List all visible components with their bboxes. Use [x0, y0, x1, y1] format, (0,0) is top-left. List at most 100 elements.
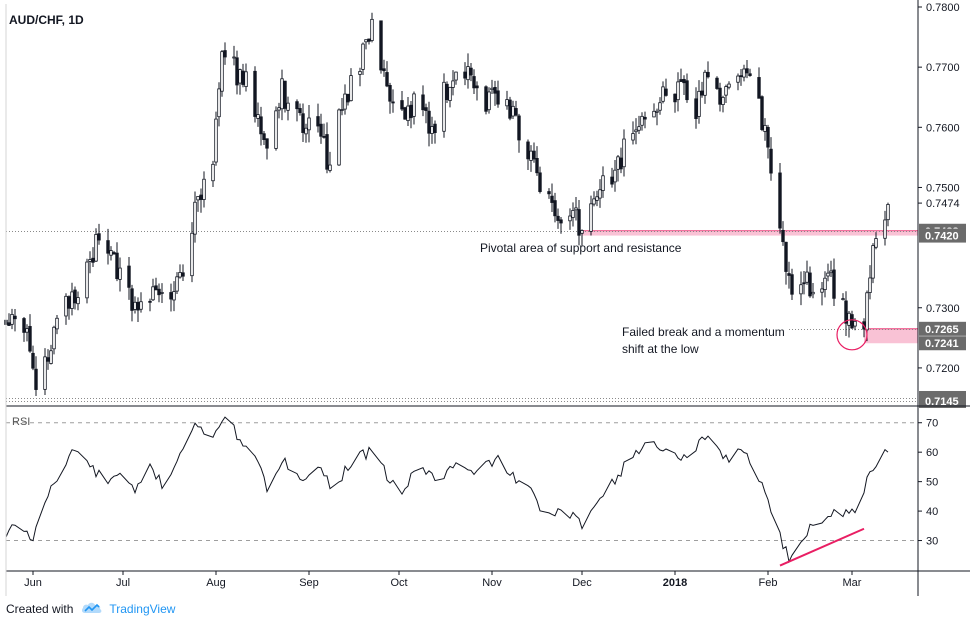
time-tick-label-9: Mar: [843, 577, 862, 589]
candle-body-50: [214, 118, 218, 163]
candle-body-116: [490, 87, 494, 91]
candle-body-75: [319, 123, 323, 137]
candle-body-23: [97, 233, 101, 241]
candle-body-145: [613, 169, 617, 183]
candle-body-138: [580, 230, 584, 234]
candle-body-133: [559, 219, 563, 224]
candle-body-147: [619, 157, 623, 170]
candle-body-26: [112, 252, 116, 255]
candle-body-184: [778, 172, 782, 229]
candle-body-173: [727, 83, 731, 88]
tradingview-cloud-icon[interactable]: [81, 601, 103, 618]
candle-body-110: [466, 66, 470, 81]
candle-body-131: [553, 200, 557, 217]
candle-body-117: [493, 87, 497, 94]
candle-body-18: [76, 297, 80, 305]
candle-body-154: [652, 110, 656, 118]
candle-body-12: [52, 326, 56, 350]
candle-body-189: [799, 284, 803, 295]
candle-body-27: [115, 252, 119, 280]
candle-body-206: [868, 277, 872, 293]
candle-body-174: [736, 75, 740, 83]
candle-body-140: [592, 198, 596, 205]
candle-body-56: [238, 69, 242, 84]
candle-body-186: [784, 241, 788, 272]
candle-body-156: [658, 102, 662, 111]
candle-body-175: [739, 75, 743, 78]
candle-body-160: [676, 81, 680, 101]
candle-body-130: [550, 195, 554, 203]
candle-body-8: [34, 368, 38, 390]
time-tick-label-2: Aug: [206, 577, 226, 589]
candle-body-57: [241, 70, 245, 85]
candle-body-54: [232, 56, 236, 59]
candle-body-108: [454, 71, 458, 81]
candle-body-35: [151, 286, 155, 301]
candle-body-112: [472, 76, 476, 89]
candle-body-176: [742, 68, 746, 78]
annotation-0: Pivotal area of support and resistance: [480, 241, 682, 255]
price-label-bg-6: [919, 393, 966, 408]
failed-break-circle: [836, 319, 868, 351]
candle-body-149: [631, 133, 635, 141]
candle-body-151: [637, 126, 641, 131]
candle-body-104: [442, 81, 446, 132]
candle-body-115: [487, 91, 491, 111]
candle-body-9: [43, 356, 47, 390]
candle-body-134: [568, 215, 572, 222]
candle-body-71: [301, 113, 305, 133]
candle-body-83: [349, 75, 353, 102]
candle-body-125: [529, 150, 533, 161]
candle-body-103: [433, 123, 437, 134]
candle-body-193: [811, 291, 815, 295]
rsi-tick-label-2: 50: [926, 477, 938, 489]
candle-body-37: [157, 288, 161, 296]
candle-body-63: [265, 138, 269, 149]
candle-body-121: [511, 105, 515, 117]
candle-body-86: [364, 39, 368, 43]
candle-body-136: [574, 207, 578, 211]
candle-body-195: [823, 277, 827, 290]
candle-body-2: [10, 314, 14, 325]
candle-body-58: [244, 71, 248, 87]
candle-body-29: [127, 265, 131, 288]
candle-body-84: [358, 71, 362, 75]
candle-body-158: [664, 88, 668, 96]
price-tick-label-5: 0.7800: [926, 2, 960, 14]
candle-body-123: [517, 115, 521, 141]
candle-body-6: [28, 326, 32, 352]
candle-body-5: [25, 328, 29, 333]
candle-body-17: [73, 289, 77, 304]
candle-body-210: [886, 204, 890, 221]
candle-body-171: [721, 96, 725, 106]
candle-body-153: [643, 116, 647, 120]
candle-body-203: [853, 320, 857, 327]
chart-title: AUD/CHF, 1D: [9, 13, 84, 27]
candle-body-70: [298, 108, 302, 114]
candle-body-45: [193, 201, 197, 235]
candle-body-24: [106, 240, 110, 254]
price-label-3: 0.7265: [925, 324, 959, 336]
rsi-tick-label-0: 30: [926, 536, 938, 548]
candle-body-126: [532, 150, 536, 160]
candle-body-19: [85, 261, 89, 299]
candle-body-161: [679, 79, 683, 82]
candle-body-109: [463, 71, 467, 79]
price-label-bg-2: [919, 228, 966, 243]
candle-body-185: [781, 229, 785, 243]
candle-body-51: [217, 88, 221, 118]
candle-body-11: [49, 350, 53, 364]
annotation-2: shift at the low: [622, 342, 699, 356]
candle-body-164: [694, 98, 698, 119]
candle-body-82: [346, 93, 350, 103]
candle-body-77: [325, 134, 329, 170]
candle-body-207: [871, 245, 875, 279]
candle-body-141: [595, 196, 599, 201]
price-tick-label-3: 0.7600: [926, 122, 960, 134]
candle-body-142: [598, 189, 602, 199]
candle-body-139: [589, 203, 593, 232]
candle-body-181: [763, 124, 767, 132]
tradingview-link[interactable]: TradingView: [109, 602, 176, 616]
candle-body-14: [64, 295, 68, 317]
